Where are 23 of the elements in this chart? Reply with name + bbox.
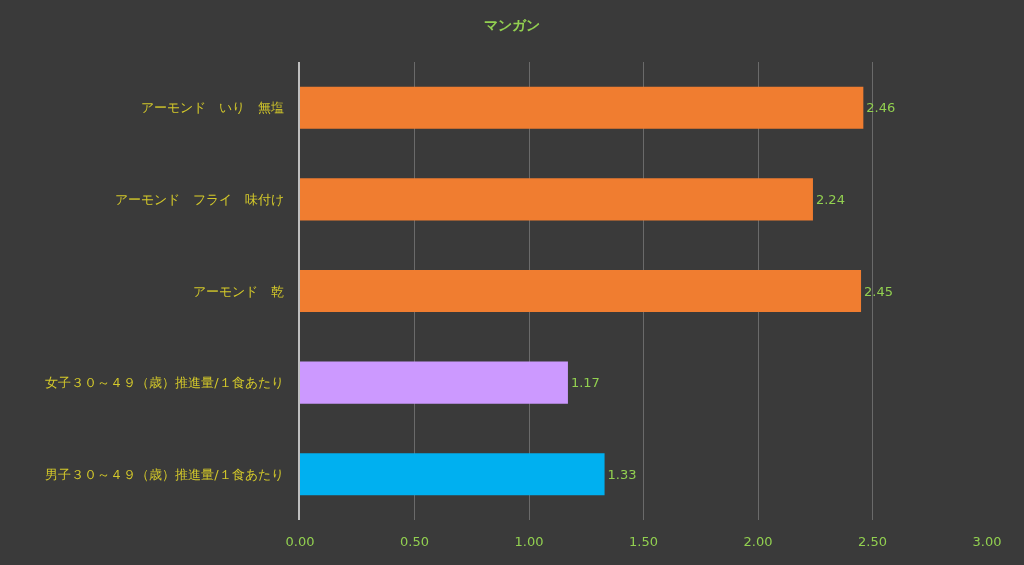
bar <box>300 178 813 221</box>
y-tick-label: 男子３０～４９（歳）推進量/１食あたり <box>45 466 284 482</box>
x-tick-label: 2.00 <box>743 534 773 549</box>
y-tick-label: アーモンド いり 無塩 <box>140 100 284 116</box>
data-label: 2.46 <box>866 100 896 116</box>
bar <box>300 269 862 313</box>
data-label: 1.17 <box>570 375 600 391</box>
x-tick-label: 3.00 <box>972 534 1002 549</box>
x-tick-label: 1.00 <box>514 534 544 549</box>
bar <box>300 86 864 129</box>
x-tick-label: 1.50 <box>629 534 658 549</box>
y-tick-label: アーモンド フライ 味付け <box>114 191 284 207</box>
x-tick-label: 0.50 <box>400 534 429 549</box>
x-tick-label: 2.50 <box>858 534 887 549</box>
bar <box>300 453 605 496</box>
data-label: 1.33 <box>607 466 637 482</box>
y-tick-label: アーモンド 乾 <box>192 283 284 299</box>
data-label: 2.24 <box>815 191 845 207</box>
y-tick-label: 女子３０～４９（歳）推進量/１食あたり <box>45 375 284 391</box>
data-label: 2.45 <box>864 283 893 299</box>
chart-title: マンガン <box>484 17 540 34</box>
bar <box>300 361 568 404</box>
x-tick-label: 0.00 <box>285 534 315 549</box>
